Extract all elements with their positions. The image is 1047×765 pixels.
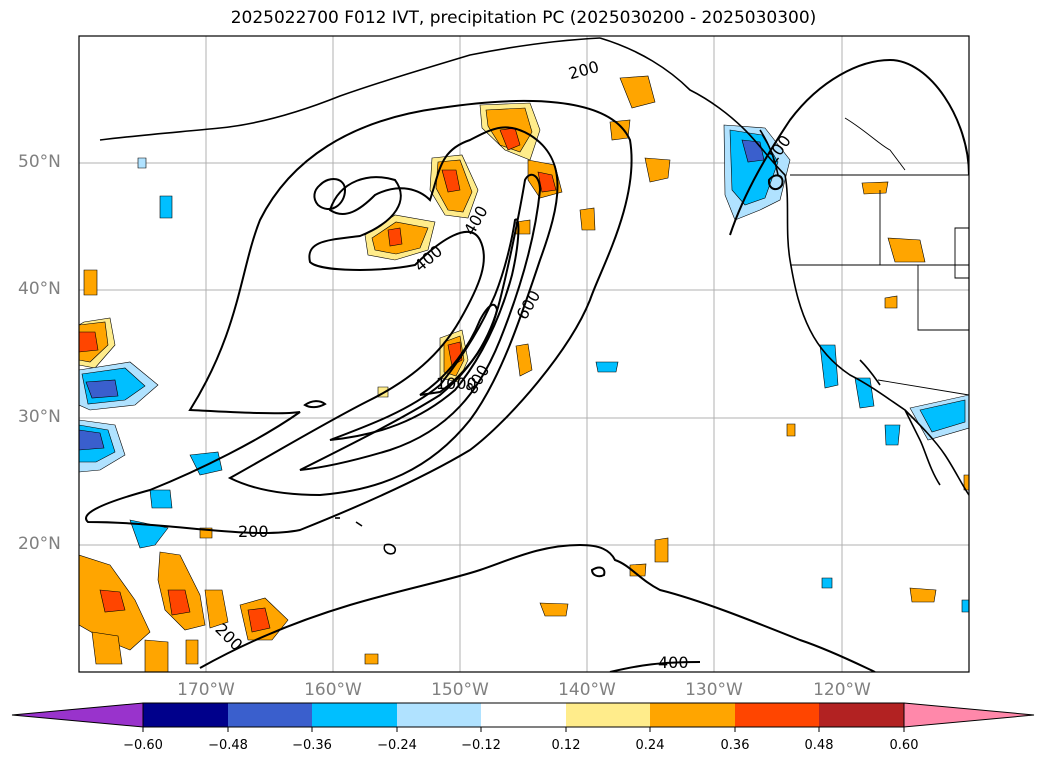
colorbar-tick-label: −0.36	[292, 738, 332, 753]
lon-label: 150°W	[431, 680, 489, 700]
map-title: 2025022700 F012 IVT, precipitation PC (2…	[230, 8, 817, 28]
colorbar-tick-label: 0.24	[635, 738, 665, 753]
contour-label: 200	[238, 522, 269, 541]
colorbar-tick-label: −0.12	[461, 738, 501, 753]
colorbar-bin	[650, 703, 735, 727]
colorbar	[11, 702, 1035, 732]
lon-label: 170°W	[177, 680, 235, 700]
colorbar-bin	[312, 703, 397, 727]
colorbar-bin	[481, 703, 566, 727]
colorbar-frame	[142, 702, 905, 728]
coastlines	[99, 37, 969, 555]
lon-label: 120°W	[813, 680, 871, 700]
colorbar-tick-label: 0.12	[551, 738, 581, 753]
lon-label: 160°W	[304, 680, 362, 700]
colorbar-tick-label: −0.60	[123, 738, 163, 753]
colorbar-extend-high	[903, 702, 1035, 728]
contour-label: 400	[658, 653, 689, 672]
precip-positive-areas	[79, 75, 969, 672]
colorbar-bin	[228, 703, 312, 727]
colorbar-tick-label: 0.36	[720, 738, 750, 753]
colorbar-bin	[735, 703, 819, 727]
political-borders	[790, 117, 969, 396]
colorbar-bin	[819, 703, 904, 727]
lon-label: 130°W	[685, 680, 743, 700]
lat-label: 50°N	[18, 152, 61, 172]
colorbar-tick-label: −0.48	[208, 738, 248, 753]
plot-area	[79, 36, 969, 672]
lat-label: 40°N	[18, 279, 61, 299]
colorbar-bin	[397, 703, 481, 727]
lon-label: 140°W	[558, 680, 616, 700]
lat-label: 20°N	[18, 534, 61, 554]
lat-label: 30°N	[18, 407, 61, 427]
plot-frame	[78, 35, 970, 673]
contour-label: 1000	[436, 374, 477, 393]
ivt-contours	[85, 58, 969, 672]
colorbar-extend-low	[11, 702, 144, 728]
colorbar-tick-label: 0.48	[804, 738, 834, 753]
colorbar-bin	[143, 703, 228, 727]
colorbar-tick-label: −0.24	[377, 738, 417, 753]
colorbar-bin	[566, 703, 650, 727]
colorbar-tick-label: 0.60	[889, 738, 919, 753]
precip-negative-areas	[79, 124, 969, 613]
